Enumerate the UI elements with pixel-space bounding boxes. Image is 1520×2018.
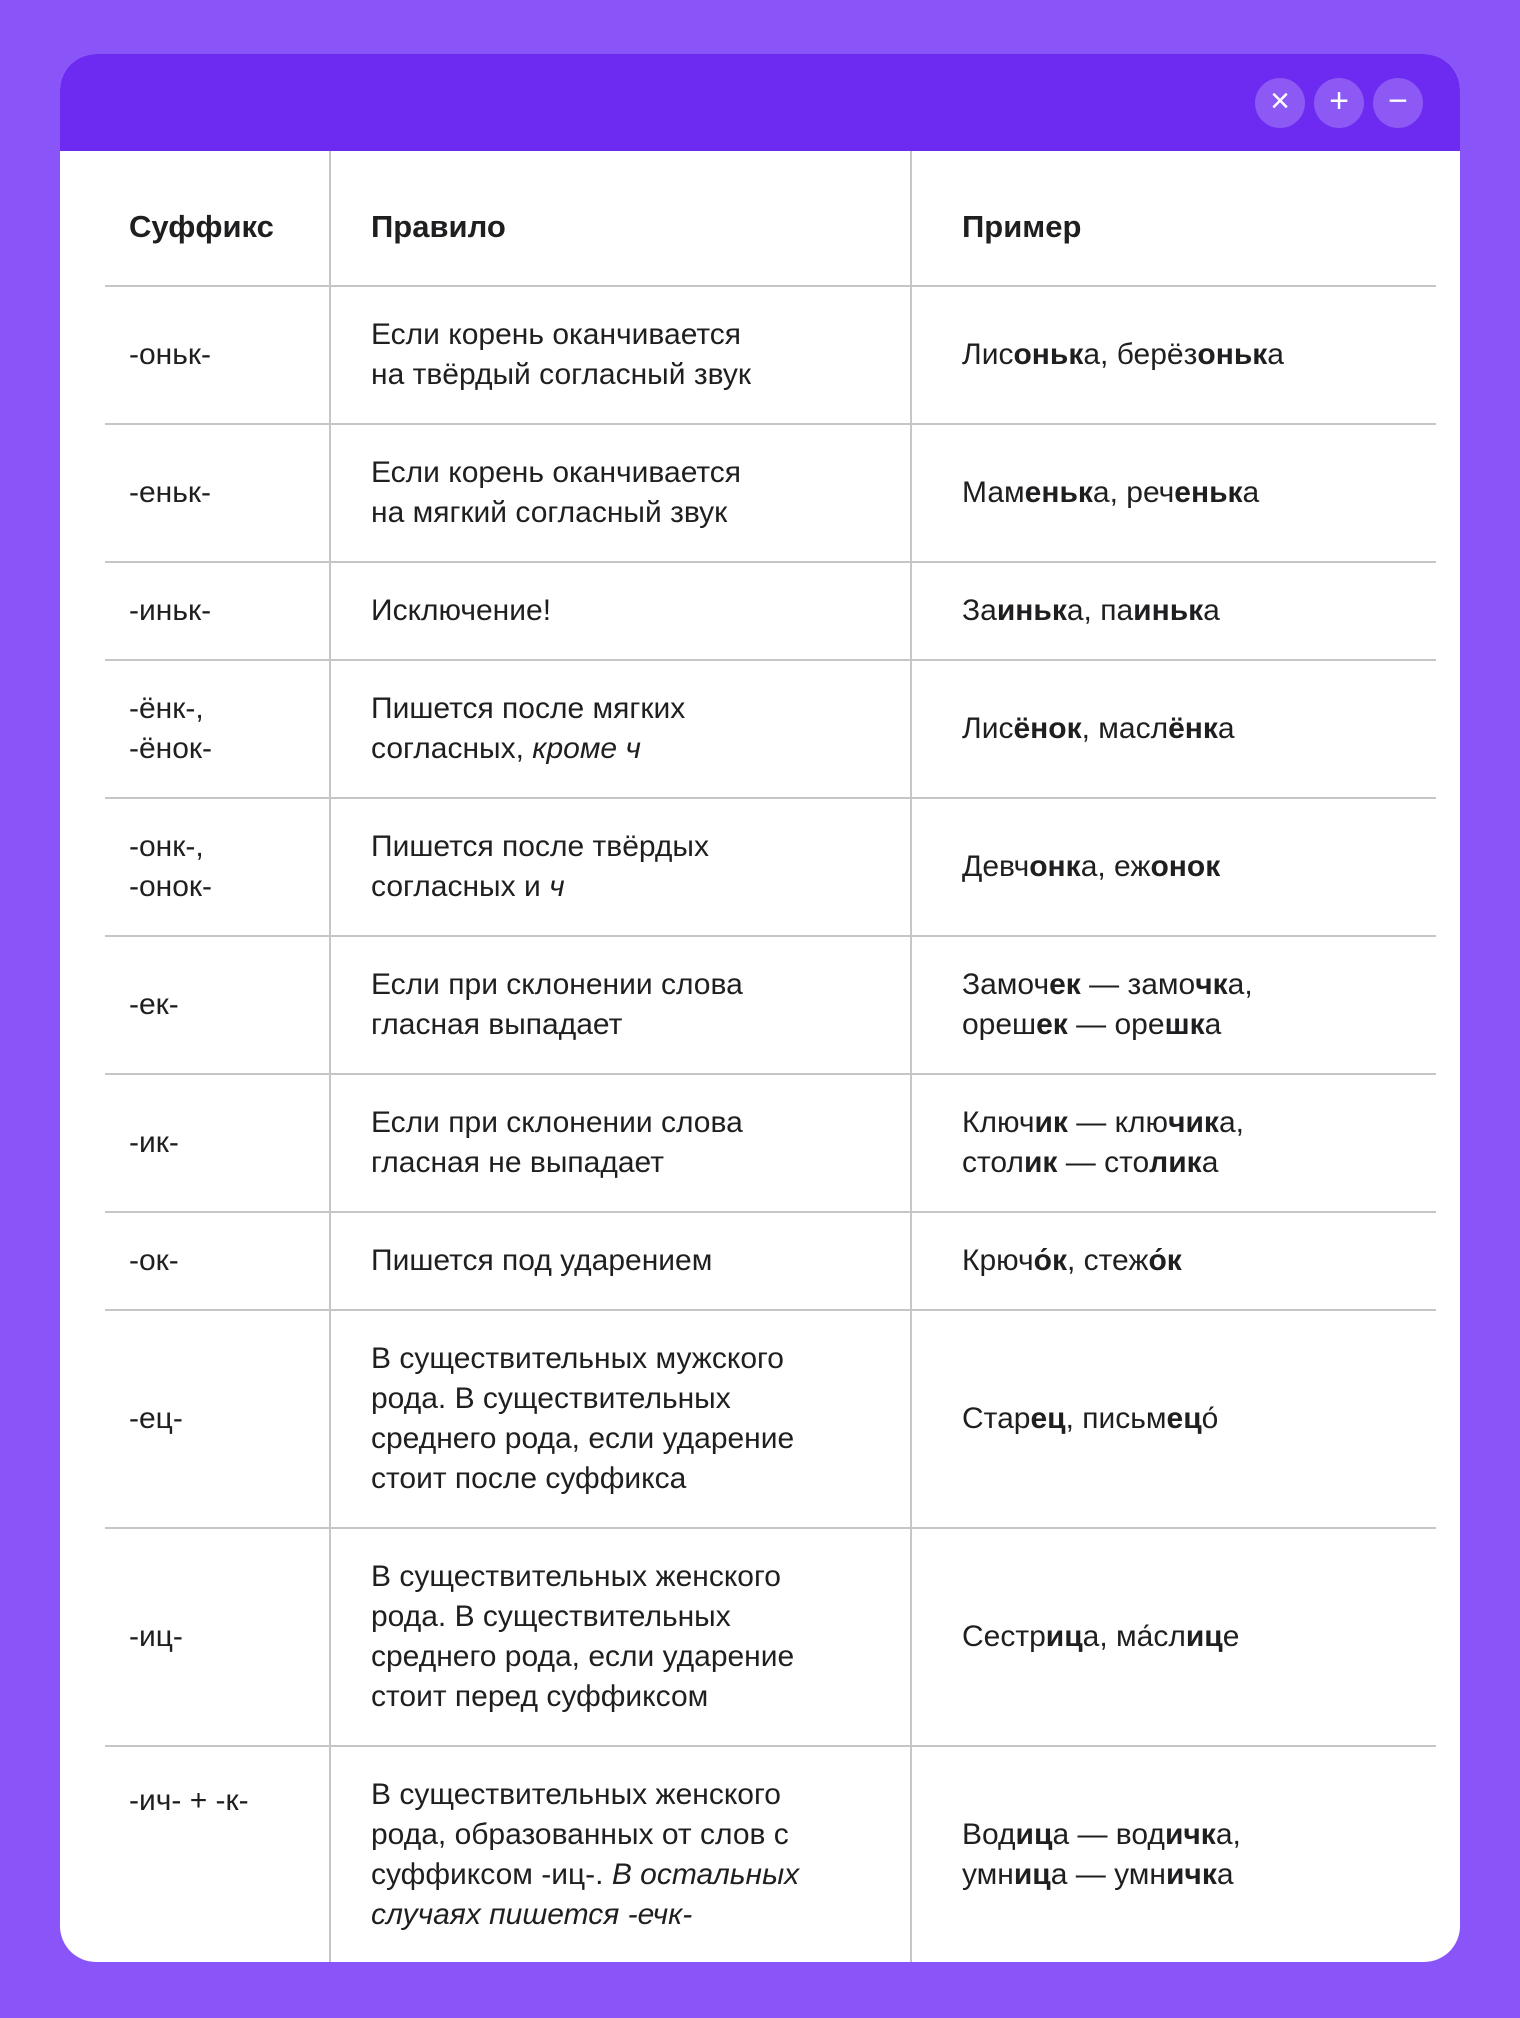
table-row: -ич- + -к- В существительных женского рода… <box>105 1746 1436 1962</box>
rule-cell: В существительных мужского рода. В сущест… <box>329 1310 911 1528</box>
minimize-button[interactable]: − <box>1373 77 1423 128</box>
table-row: -онк-, -онок- Пишется после твёрдых согласн… <box>105 798 1436 936</box>
suffix-cell: -иц- <box>129 1620 183 1653</box>
example-cell: Лисёнок, маслёнка <box>910 660 1436 798</box>
table-row: -еньк- Если корень оканчивается на мягкий … <box>105 424 1436 562</box>
example-cell: Старец, письмецо́ <box>910 1310 1436 1528</box>
zoom-in-button[interactable]: + <box>1314 77 1364 128</box>
table-row: -иньк- Исключение! Заинька, паинька <box>105 562 1436 660</box>
rule-cell: Если при склонении слова гласная выпадает <box>329 936 911 1074</box>
close-button[interactable]: × <box>1255 77 1305 128</box>
rule-cell: Пишется под ударением <box>329 1212 911 1310</box>
example-cell: Ключик — ключика, столик — столика <box>910 1074 1436 1212</box>
header-suffix: Суффикс <box>129 209 274 244</box>
example-cell: Лисонька, берёзонька <box>910 286 1436 424</box>
suffix-table: Суффикс Правило Пример -оньк- Если корень… <box>105 151 1436 1962</box>
rule-cell: В существительных женского рода. В сущест… <box>329 1528 911 1746</box>
title-bar: × + − <box>60 54 1460 151</box>
rule-cell: Пишется после твёрдых согласных и ч <box>329 798 911 936</box>
suffix-cell: -ок- <box>129 1244 179 1277</box>
table-row: -иц- В существительных женского рода. В су… <box>105 1528 1436 1746</box>
example-cell: Крючо́к, стежо́к <box>910 1212 1436 1310</box>
rule-cell: В существительных женского рода, образова… <box>329 1746 911 1962</box>
suffix-cell: -еньк- <box>129 476 211 509</box>
suffix-cell: -ёнк-, -ёнок- <box>129 692 213 765</box>
table-row: -ек- Если при склонении слова гласная выпа… <box>105 936 1436 1074</box>
table-row: -ик- Если при склонении слова гласная не в… <box>105 1074 1436 1212</box>
example-cell: Девчонка, ежонок <box>910 798 1436 936</box>
rule-cell: Исключение! <box>329 562 911 660</box>
rule-cell: Если корень оканчивается на мягкий соглас… <box>329 424 911 562</box>
table-row: -ок- Пишется под ударением Крючо́к, стежо́… <box>105 1212 1436 1310</box>
suffix-cell: -ец- <box>129 1402 183 1435</box>
suffix-cell: -ич- + -к- <box>129 1784 249 1817</box>
table-container: Суффикс Правило Пример -оньк- Если корень… <box>105 151 1436 1962</box>
rule-cell: Пишется после мягких согласных, кроме ч <box>329 660 911 798</box>
suffix-cell: -иньк- <box>129 594 212 627</box>
window-card: × + − Суффикс Правило Пример -оньк- Если … <box>60 54 1460 1962</box>
table-row: -оньк- Если корень оканчивается на твёрдый… <box>105 286 1436 424</box>
table-body: -оньк- Если корень оканчивается на твёрдый… <box>105 286 1436 1962</box>
suffix-cell: -ик- <box>129 1126 179 1159</box>
suffix-cell: -онк-, -онок- <box>129 830 213 903</box>
table-row: -ёнк-, -ёнок- Пишется после мягких согласны… <box>105 660 1436 798</box>
example-cell: Заинька, паинька <box>910 562 1436 660</box>
example-cell: Сестрица, ма́слице <box>910 1528 1436 1746</box>
rule-cell: Если корень оканчивается на твёрдый согла… <box>329 286 911 424</box>
suffix-cell: -оньк- <box>129 338 211 371</box>
table-row: -ец- В существительных мужского рода. В су… <box>105 1310 1436 1528</box>
example-cell: Водица — водичка, умница — умничка <box>910 1746 1436 1962</box>
suffix-cell: -ек- <box>129 988 179 1021</box>
rule-cell: Если при склонении слова гласная не выпад… <box>329 1074 911 1212</box>
header-row: Суффикс Правило Пример <box>105 151 1436 286</box>
header-example: Пример <box>910 151 1436 286</box>
example-cell: Замочек — замочка, орешек — орешка <box>910 936 1436 1074</box>
header-rule: Правило <box>329 151 911 286</box>
example-cell: Маменька, реченька <box>910 424 1436 562</box>
